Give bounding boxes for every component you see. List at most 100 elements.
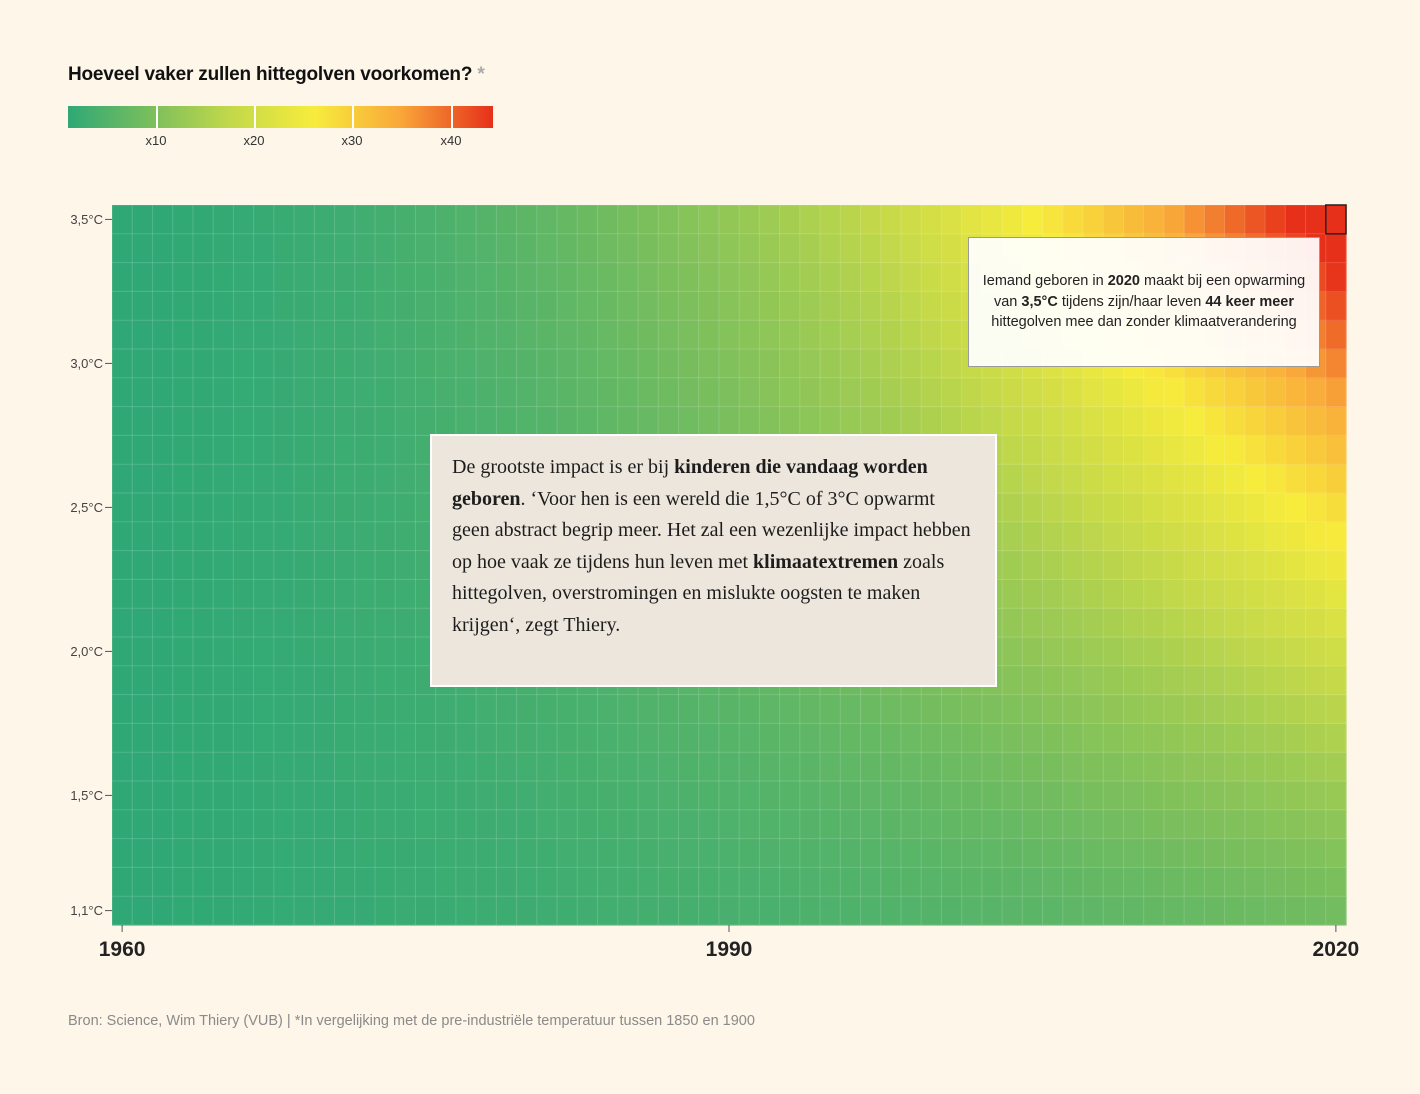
heatmap-cell bbox=[516, 406, 538, 436]
heatmap-cell bbox=[334, 320, 356, 350]
heatmap-cell bbox=[1184, 896, 1205, 926]
heatmap-cell bbox=[1285, 838, 1307, 868]
heatmap-cell bbox=[1305, 838, 1327, 868]
heatmap-cell bbox=[1204, 694, 1226, 724]
heatmap-cell bbox=[961, 377, 983, 408]
heatmap-cell bbox=[1123, 464, 1145, 494]
heatmap-cell bbox=[112, 233, 133, 264]
heatmap-cell bbox=[1184, 665, 1205, 696]
heatmap-cell bbox=[718, 291, 740, 321]
heatmap-cell bbox=[1002, 205, 1023, 235]
heatmap-cell bbox=[1083, 637, 1104, 667]
heatmap-cell bbox=[1244, 205, 1266, 235]
heatmap-cell bbox=[374, 637, 396, 667]
heatmap-cell bbox=[1204, 637, 1226, 667]
heatmap-cell bbox=[1083, 781, 1104, 811]
heatmap-cell bbox=[1022, 809, 1044, 840]
heatmap-cell bbox=[779, 377, 801, 408]
heatmap-cell bbox=[213, 291, 234, 321]
heatmap-cell bbox=[314, 464, 336, 494]
heatmap-cell bbox=[1062, 205, 1084, 235]
heatmap-cell bbox=[334, 377, 356, 408]
heatmap-cell bbox=[374, 694, 396, 724]
heatmap-cell bbox=[1204, 550, 1226, 580]
heatmap-cell bbox=[1204, 493, 1226, 523]
heatmap-cell bbox=[152, 838, 174, 868]
heatmap-cell bbox=[112, 493, 133, 523]
heatmap-cell bbox=[900, 838, 922, 868]
heatmap-cell bbox=[880, 377, 902, 408]
heatmap-cell bbox=[1163, 723, 1185, 753]
heatmap-cell bbox=[557, 752, 578, 782]
heatmap-cell bbox=[172, 291, 194, 321]
heatmap-cell bbox=[192, 867, 214, 897]
heatmap-cell bbox=[354, 838, 376, 868]
heatmap-cell bbox=[678, 781, 700, 811]
heatmap-cell bbox=[374, 406, 396, 436]
heatmap-cell bbox=[213, 262, 234, 292]
heatmap-cell bbox=[253, 464, 275, 494]
heatmap-cell bbox=[1285, 406, 1307, 436]
heatmap-cell bbox=[1062, 637, 1084, 667]
heatmap-cell bbox=[1325, 291, 1347, 321]
heatmap-cell bbox=[1062, 752, 1084, 782]
heatmap-cell bbox=[374, 608, 396, 638]
heatmap-cell bbox=[233, 752, 255, 782]
heatmap-cell bbox=[779, 781, 801, 811]
heatmap-cell bbox=[435, 406, 457, 436]
heatmap-cell bbox=[455, 262, 477, 292]
heatmap-cell bbox=[1244, 464, 1266, 494]
heatmap-cell bbox=[1285, 694, 1307, 724]
heatmap-cell bbox=[374, 464, 396, 494]
heatmap-cell bbox=[354, 521, 376, 552]
heatmap-cell bbox=[961, 723, 983, 753]
heatmap-cell bbox=[516, 349, 538, 379]
heatmap-cell bbox=[435, 233, 457, 264]
heatmap-cell bbox=[314, 377, 336, 408]
heatmap-cell bbox=[334, 233, 356, 264]
heatmap-cell bbox=[112, 320, 133, 350]
heatmap-cell bbox=[1305, 694, 1327, 724]
heatmap-cell bbox=[496, 291, 518, 321]
heatmap-cell bbox=[273, 550, 295, 580]
heatmap-cell bbox=[1002, 694, 1023, 724]
heatmap-cell bbox=[132, 781, 154, 811]
heatmap-cell bbox=[172, 406, 194, 436]
heatmap-cell bbox=[455, 694, 477, 724]
heatmap-cell bbox=[455, 320, 477, 350]
heatmap-cell bbox=[455, 838, 477, 868]
heatmap-cell bbox=[577, 752, 599, 782]
heatmap-cell bbox=[617, 349, 639, 379]
heatmap-cell bbox=[1224, 205, 1246, 235]
heatmap-cell bbox=[840, 377, 862, 408]
heatmap-cell bbox=[192, 493, 214, 523]
heatmap-cell bbox=[900, 205, 922, 235]
heatmap-cell bbox=[294, 377, 315, 408]
heatmap-cell bbox=[921, 349, 943, 379]
heatmap-cell bbox=[941, 694, 963, 724]
heatmap-cell bbox=[233, 435, 255, 465]
heatmap-cell bbox=[374, 233, 396, 264]
heatmap-cell bbox=[1083, 377, 1104, 408]
heatmap-cell bbox=[597, 320, 619, 350]
heatmap-cell bbox=[1204, 608, 1226, 638]
heatmap-cell bbox=[779, 205, 801, 235]
heatmap-cell bbox=[739, 838, 760, 868]
heatmap-cell bbox=[112, 694, 133, 724]
heatmap-cell bbox=[1083, 406, 1104, 436]
heatmap-cell bbox=[1265, 694, 1286, 724]
heatmap-cell bbox=[860, 781, 882, 811]
heatmap-cell bbox=[152, 579, 174, 609]
heatmap-cell bbox=[658, 291, 680, 321]
heatmap-cell bbox=[152, 349, 174, 379]
heatmap-cell bbox=[132, 637, 154, 667]
heatmap-cell bbox=[415, 349, 437, 379]
heatmap-cell bbox=[233, 579, 255, 609]
heatmap-cell bbox=[1224, 752, 1246, 782]
heatmap-cell bbox=[617, 377, 639, 408]
heatmap-cell bbox=[1163, 752, 1185, 782]
heatmap-cell bbox=[840, 867, 862, 897]
heatmap-cell bbox=[1002, 579, 1023, 609]
heatmap-cell bbox=[820, 838, 841, 868]
heatmap-cell bbox=[1042, 464, 1064, 494]
